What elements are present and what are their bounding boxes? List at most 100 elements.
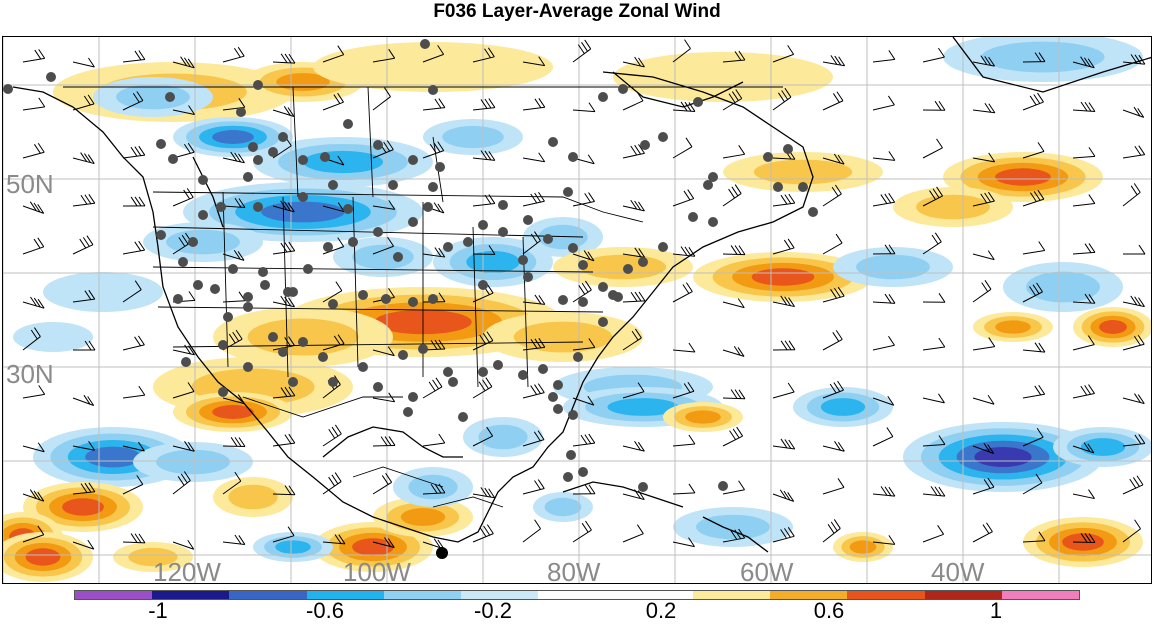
observation-station-marker: [543, 234, 553, 244]
observation-station-marker: [243, 292, 253, 302]
observation-station-marker: [658, 242, 668, 252]
wind-barb: [923, 101, 945, 110]
observation-station-marker: [408, 297, 418, 307]
observation-station-marker: [538, 364, 548, 374]
observation-station-marker: [808, 207, 818, 217]
wind-barb: [73, 153, 94, 164]
observation-station-marker: [548, 137, 558, 147]
observation-station-marker: [358, 290, 368, 300]
wind-barb: [273, 434, 295, 446]
observation-station-marker: [358, 362, 368, 372]
observation-station-marker: [253, 155, 263, 165]
wind-barb: [873, 193, 895, 206]
colorbar-segment: [847, 591, 924, 599]
wind-barb: [123, 197, 145, 206]
observation-station-marker: [218, 340, 228, 350]
positive-wind-contour: [26, 548, 61, 565]
positive-wind-contour: [228, 485, 277, 510]
wind-barb: [873, 336, 894, 350]
highlighted-station-marker: [436, 547, 448, 559]
wind-barb: [823, 330, 842, 350]
observation-station-marker: [598, 317, 608, 327]
wind-barb: [523, 192, 544, 206]
positive-wind-contour: [916, 195, 990, 220]
observation-station-marker: [783, 144, 793, 154]
wind-barb: [523, 480, 544, 494]
wind-barb: [73, 395, 94, 405]
positive-wind-contour: [62, 498, 104, 515]
positive-wind-contour: [1099, 320, 1127, 334]
positive-wind-contour: [352, 538, 394, 555]
wind-barb: [723, 427, 743, 446]
wind-barb: [323, 473, 341, 494]
wind-barb: [723, 185, 741, 206]
observation-station-marker: [553, 380, 563, 390]
wind-barb: [273, 54, 295, 63]
observation-station-marker: [708, 172, 718, 182]
wind-barb: [623, 200, 644, 211]
observation-station-marker: [46, 72, 56, 82]
observation-station-marker: [298, 192, 308, 202]
observation-station-marker: [435, 162, 445, 172]
wind-barb: [1023, 242, 1045, 254]
wind-barb: [23, 49, 45, 62]
colorbar-label-0.2: 0.2: [646, 598, 677, 624]
wind-barb: [773, 490, 794, 502]
observation-station-marker: [348, 237, 358, 247]
colorbar-segment: [384, 591, 461, 599]
observation-station-marker: [223, 312, 233, 322]
observation-station-marker: [458, 412, 468, 422]
observation-station-marker: [420, 39, 430, 49]
lon-label-40w: 40W: [931, 557, 984, 584]
observation-station-marker: [573, 352, 583, 362]
wind-barb: [773, 383, 794, 398]
negative-wind-contour: [43, 272, 163, 312]
wind-barb: [223, 47, 244, 62]
wind-barb: [123, 241, 145, 254]
observation-station-marker: [638, 257, 648, 267]
observation-station-marker: [408, 155, 418, 165]
wind-barb: [823, 234, 842, 254]
wind-barb: [623, 292, 645, 302]
wind-barb: [823, 55, 845, 65]
colorbar-segment: [693, 591, 770, 599]
lat-label-30n: 30N: [6, 359, 54, 390]
observation-station-marker: [198, 175, 208, 185]
observation-station-marker: [493, 360, 503, 370]
observation-station-marker: [478, 280, 488, 290]
observation-station-marker: [243, 362, 253, 372]
observation-station-marker: [210, 284, 220, 294]
wind-barb: [973, 103, 995, 112]
wind-barb: [723, 390, 745, 399]
wind-barb: [1123, 476, 1143, 494]
wind-barb: [23, 238, 44, 254]
negative-wind-contour: [821, 398, 865, 416]
negative-wind-contour: [13, 322, 93, 352]
observation-station-marker: [558, 295, 568, 305]
wind-barb: [1123, 245, 1145, 254]
wind-barb: [723, 299, 744, 308]
observation-station-marker: [218, 387, 228, 397]
wind-barb: [523, 384, 544, 398]
observation-station-marker: [498, 200, 508, 210]
observation-station-marker: [463, 237, 473, 247]
negative-wind-contour: [981, 42, 1104, 73]
observation-station-marker: [568, 410, 578, 420]
observation-station-marker: [418, 344, 428, 354]
colorbar-label-minus-0.6: -0.6: [306, 598, 344, 624]
wind-barb: [573, 103, 595, 112]
negative-wind-contour: [275, 540, 311, 553]
wind-barb: [1023, 385, 1045, 398]
colorbar-segment: [1002, 591, 1079, 599]
colorbar: [74, 590, 1080, 600]
observation-station-marker: [3, 84, 13, 94]
observation-station-marker: [578, 260, 588, 270]
wind-barb: [23, 202, 44, 214]
observation-station-marker: [498, 227, 508, 237]
wind-barb: [873, 294, 895, 303]
wind-barb: [673, 102, 695, 112]
observation-station-marker: [388, 180, 398, 190]
observation-station-marker: [640, 140, 650, 150]
wind-barb: [923, 525, 944, 542]
observation-station-marker: [173, 294, 183, 304]
